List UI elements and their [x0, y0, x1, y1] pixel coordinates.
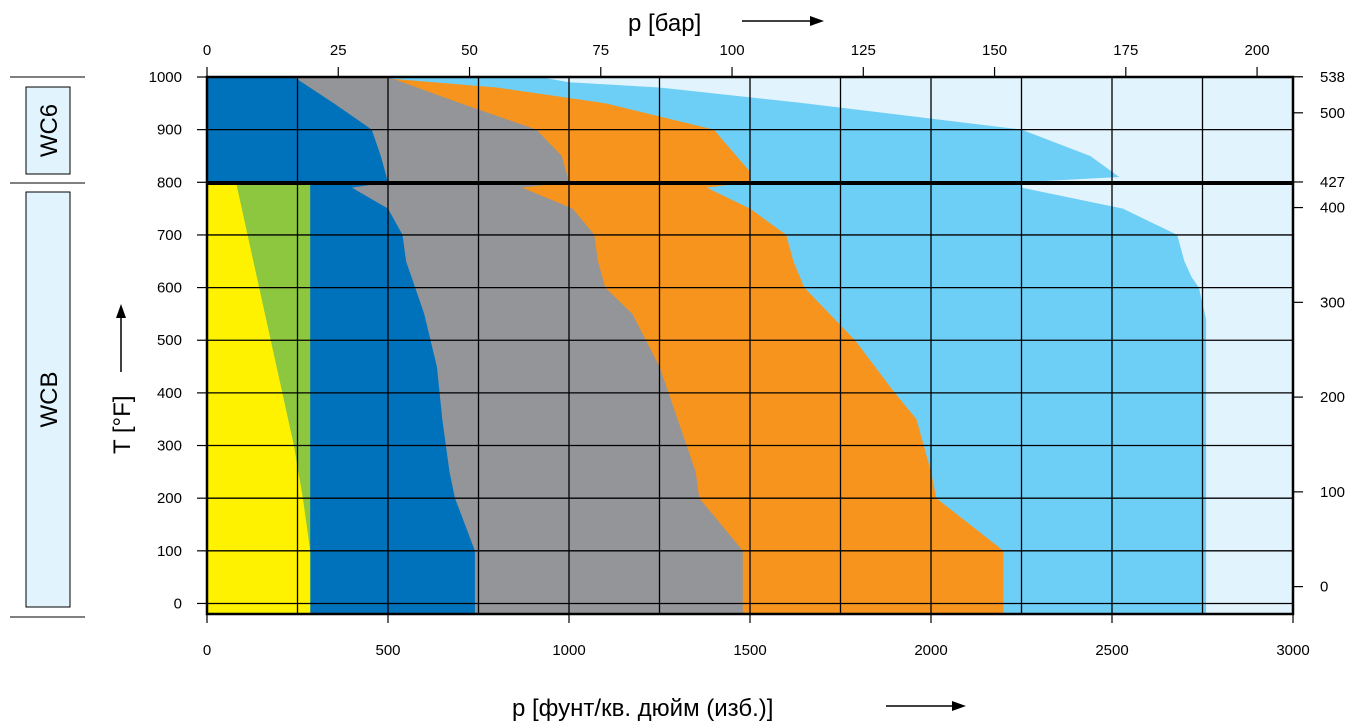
grade-indicator: WC6 WCB — [10, 77, 85, 617]
x-bottom-tick-label: 2500 — [1095, 642, 1128, 659]
x-top-tick-label: 175 — [1113, 42, 1138, 59]
y-right-tick-label: 100 — [1320, 484, 1345, 501]
y-right-tick-label: 500 — [1320, 105, 1345, 122]
grade-label-wc6: WC6 — [36, 104, 63, 157]
y-left-tick-label: 800 — [157, 174, 182, 191]
y-right-tick-label: 427 — [1320, 174, 1345, 191]
y-left-arrow — [116, 304, 126, 372]
grade-label-wcb: WCB — [36, 372, 63, 428]
y-left-tick-label: 100 — [157, 543, 182, 560]
x-top-arrow — [742, 16, 824, 26]
x-bottom-arrow — [886, 701, 966, 711]
x-top-tick-label: 125 — [851, 42, 876, 59]
x-top-tick-label: 50 — [461, 42, 478, 59]
y-right-tick-label: 538 — [1320, 69, 1345, 86]
y-left-tick-label: 600 — [157, 280, 182, 297]
y-right-tick-label: 200 — [1320, 389, 1345, 406]
x-top-tick-label: 75 — [592, 42, 609, 59]
y-left-tick-label: 1000 — [149, 69, 182, 86]
y-left-tick-label: 900 — [157, 122, 182, 139]
x-bottom-tick-label: 500 — [375, 642, 400, 659]
y-left-tick-label: 200 — [157, 490, 182, 507]
x-bottom-tick-label: 2000 — [914, 642, 947, 659]
y-right-tick-label: 400 — [1320, 200, 1345, 217]
x-bottom-tick-label: 0 — [203, 642, 211, 659]
x-top-tick-label: 25 — [330, 42, 347, 59]
x-top-axis-title: p [бар] — [628, 10, 701, 37]
y-left-axis-title: T [°F] — [109, 396, 136, 455]
x-top-tick-label: 150 — [982, 42, 1007, 59]
y-left-tick-label: 400 — [157, 385, 182, 402]
x-bottom-axis-title: p [фунт/кв. дюйм (изб.)] — [512, 695, 773, 722]
x-bottom-tick-label: 1000 — [552, 642, 585, 659]
y-left-tick-label: 0 — [174, 595, 182, 612]
y-right-tick-label: 300 — [1320, 294, 1345, 311]
x-bottom-tick-label: 3000 — [1276, 642, 1309, 659]
series-layer — [207, 77, 1206, 614]
x-top-tick-label: 200 — [1245, 42, 1270, 59]
x-bottom-tick-label: 1500 — [733, 642, 766, 659]
y-left-tick-label: 700 — [157, 227, 182, 244]
x-top-tick-label: 0 — [203, 42, 211, 59]
y-right-tick-label: 0 — [1320, 579, 1328, 596]
y-left-tick-label: 300 — [157, 438, 182, 455]
y-left-tick-label: 500 — [157, 332, 182, 349]
x-top-tick-label: 100 — [720, 42, 745, 59]
